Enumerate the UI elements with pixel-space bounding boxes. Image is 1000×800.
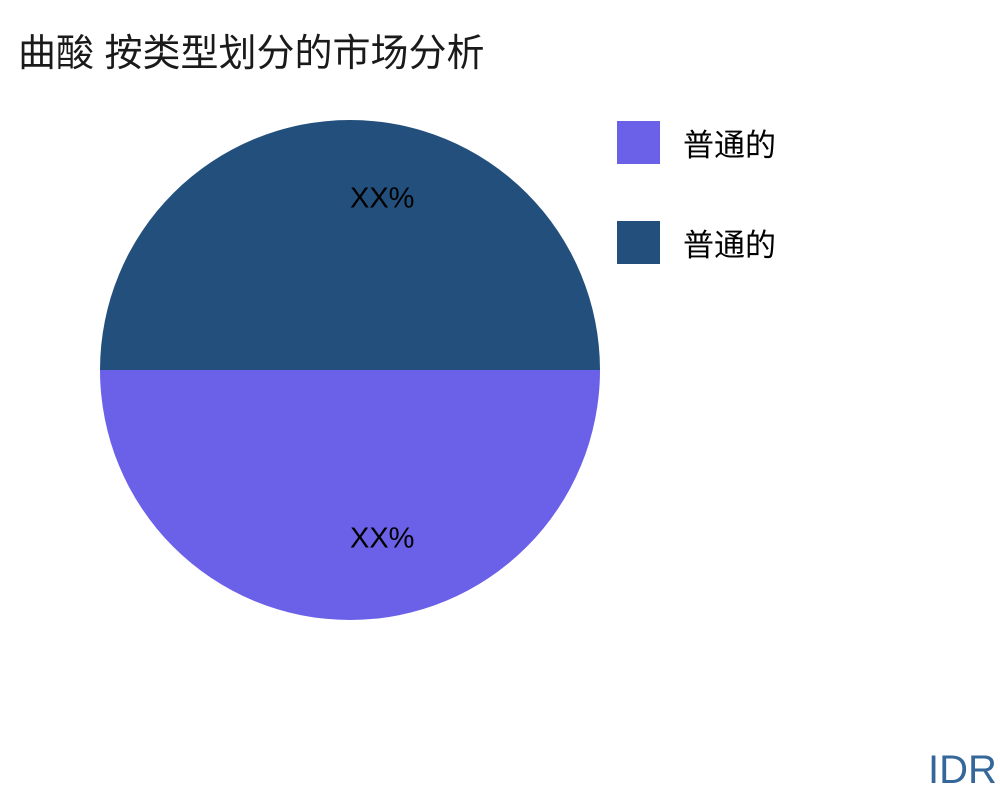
- legend-item: 普通的: [617, 120, 776, 165]
- legend-swatch: [617, 121, 660, 164]
- legend-label: 普通的: [683, 128, 776, 163]
- pie-slice: [100, 370, 600, 620]
- legend: 普通的 普通的: [617, 120, 776, 265]
- currency-watermark: IDR: [928, 748, 997, 792]
- legend-swatch: [617, 221, 660, 264]
- slice-percent-label: XX%: [350, 183, 414, 215]
- legend-item: 普通的: [617, 220, 776, 265]
- chart-title: 曲酸 按类型划分的市场分析: [18, 33, 485, 75]
- pie-slice: [100, 120, 600, 370]
- slice-percent-label: XX%: [350, 523, 414, 555]
- legend-label: 普通的: [683, 228, 776, 263]
